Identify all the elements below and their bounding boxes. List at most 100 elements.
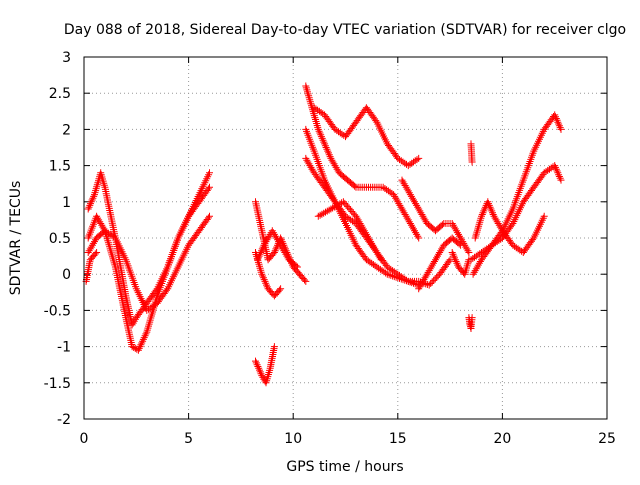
data-point (423, 270, 431, 278)
plot-frame (83, 56, 608, 420)
data-point (396, 201, 404, 209)
data-point (411, 198, 418, 206)
data-point (276, 239, 284, 247)
data-point (258, 245, 266, 253)
data-point (257, 370, 265, 378)
data-point (417, 281, 425, 289)
data-point (274, 236, 281, 244)
data-point (470, 268, 478, 276)
data-point (253, 361, 261, 369)
data-point (448, 249, 456, 256)
data-point (463, 245, 471, 253)
data-point (206, 212, 213, 220)
data-point (324, 147, 332, 155)
data-point (353, 214, 361, 222)
data-point (382, 269, 390, 277)
data-point (328, 156, 336, 164)
data-point (421, 274, 429, 282)
data-point (408, 194, 416, 202)
y-tick-label: -1 (57, 340, 71, 356)
data-point (412, 229, 420, 237)
data-point (552, 113, 559, 121)
data-point (484, 198, 492, 206)
data-point (478, 212, 485, 220)
data-point (325, 149, 332, 157)
data-point (413, 201, 421, 209)
data-point (469, 270, 477, 278)
data-point (354, 216, 362, 224)
data-point (412, 200, 420, 208)
data-point (415, 234, 423, 242)
data-point (371, 245, 379, 253)
data-point (314, 125, 322, 133)
data-point (84, 249, 92, 256)
data-point (397, 203, 405, 211)
data-point (128, 343, 136, 351)
data-point (496, 223, 504, 231)
data-point (138, 339, 146, 347)
data-point (411, 227, 418, 235)
data-point (356, 220, 364, 227)
data-point (485, 201, 493, 209)
data-point (306, 162, 314, 170)
data-point (438, 245, 446, 253)
data-point (552, 115, 560, 122)
data-point (468, 158, 476, 166)
data-point (414, 232, 422, 240)
data-point (428, 278, 436, 286)
data-point (464, 247, 472, 255)
data-point (272, 245, 280, 253)
data-point (275, 238, 283, 246)
data-point (452, 227, 460, 235)
data-point (465, 249, 473, 256)
data-point (292, 262, 300, 270)
data-point (420, 276, 428, 284)
data-point (404, 277, 412, 285)
data-point (361, 229, 369, 237)
data-point (333, 165, 341, 173)
data-point (392, 194, 400, 202)
data-point (362, 230, 370, 238)
y-tick-label: 0.5 (49, 231, 71, 247)
data-point (385, 271, 393, 279)
data-point (373, 249, 381, 256)
data-point (391, 192, 399, 200)
data-point (318, 210, 326, 218)
data-point (85, 203, 93, 211)
data-point (429, 259, 437, 267)
data-point (428, 261, 436, 269)
data-point (355, 218, 363, 226)
y-tick-label: 1 (62, 195, 71, 211)
data-point (424, 268, 432, 276)
data-point (260, 276, 268, 284)
x-tick-label: 10 (284, 431, 302, 447)
data-point (365, 234, 372, 242)
data-point (259, 272, 267, 280)
data-point (403, 185, 411, 193)
data-point (163, 286, 170, 294)
data-point (327, 154, 335, 162)
data-point (330, 160, 338, 168)
data-point (372, 247, 380, 255)
data-point (323, 207, 331, 215)
data-point (434, 252, 441, 260)
data-point (134, 346, 142, 354)
x-tick-labels: 0 5 10 15 20 25 (80, 431, 616, 447)
data-point (457, 241, 465, 249)
data-point (376, 254, 384, 262)
data-point (255, 252, 263, 260)
data-point (88, 196, 96, 204)
data-point (269, 229, 277, 237)
data-point (139, 337, 147, 345)
data-point (489, 209, 496, 217)
data-point (331, 162, 339, 170)
data-point (418, 211, 426, 218)
data-point (452, 258, 460, 265)
data-point (252, 357, 259, 365)
data-point (552, 165, 560, 173)
data-point (301, 276, 308, 284)
data-point (393, 196, 401, 204)
data-point (280, 247, 288, 255)
data-point (462, 243, 470, 251)
data-point (317, 133, 325, 141)
